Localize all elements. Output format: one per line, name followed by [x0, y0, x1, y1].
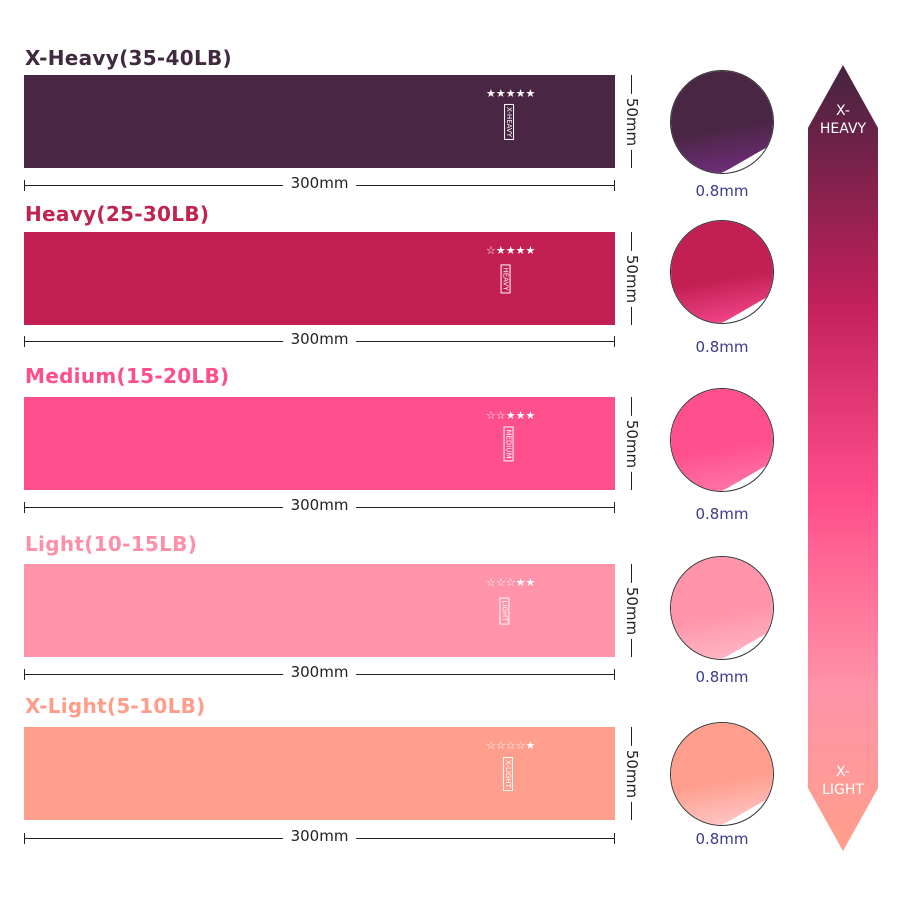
scale-top-label: X- HEAVY [819, 103, 867, 137]
thickness-label: 0.8mm [695, 182, 749, 200]
intensity-scale-arrow [808, 65, 878, 851]
star-rating: ☆☆★★★ [486, 409, 536, 422]
band-closeup [670, 556, 774, 660]
length-dimension: 300mm [24, 174, 615, 192]
width-dimension: 50mm [623, 232, 641, 325]
band-closeup [670, 388, 774, 492]
width-dimension: 50mm [623, 727, 641, 820]
level-label: HEAVY [500, 264, 511, 294]
length-dimension: 300mm [24, 330, 615, 348]
thickness-label: 0.8mm [695, 668, 749, 686]
width-dimension: 50mm [623, 564, 641, 657]
band-closeup [670, 70, 774, 174]
resistance-band: ☆☆☆★★ LIGHT [24, 564, 615, 657]
band-closeup [670, 220, 774, 324]
band-title: Heavy(25-30LB) [25, 202, 210, 226]
scale-bottom-label: X- LIGHT [822, 764, 864, 798]
thickness-label: 0.8mm [695, 338, 749, 356]
level-label: X-HEAVY [504, 103, 515, 141]
resistance-band: ☆☆★★★ MEDIUM [24, 397, 615, 490]
star-rating: ☆★★★★ [486, 244, 536, 257]
width-dimension: 50mm [623, 75, 641, 168]
band-label: ☆★★★★ HEAVY [486, 244, 536, 314]
star-rating: ☆☆☆★★ [486, 576, 536, 589]
thickness-label: 0.8mm [695, 505, 749, 523]
band-title: Medium(15-20LB) [25, 364, 230, 388]
band-closeup [670, 722, 774, 826]
band-title: Light(10-15LB) [25, 532, 198, 556]
width-dimension: 50mm [623, 397, 641, 490]
length-dimension: 300mm [24, 827, 615, 845]
band-label: ☆☆☆☆★ X-LIGHT [486, 739, 536, 809]
star-rating: ☆☆☆☆★ [486, 739, 536, 752]
length-dimension: 300mm [24, 496, 615, 514]
band-title: X-Heavy(35-40LB) [25, 46, 232, 70]
band-label: ★★★★★ X-HEAVY [486, 87, 536, 157]
band-title: X-Light(5-10LB) [25, 694, 206, 718]
level-label: X-LIGHT [502, 757, 513, 791]
level-label: MEDIUM [503, 426, 514, 462]
resistance-band: ☆☆☆☆★ X-LIGHT [24, 727, 615, 820]
thickness-label: 0.8mm [695, 830, 749, 848]
band-label: ☆☆★★★ MEDIUM [486, 409, 536, 479]
length-dimension: 300mm [24, 663, 615, 681]
resistance-band: ★★★★★ X-HEAVY [24, 75, 615, 168]
resistance-band: ☆★★★★ HEAVY [24, 232, 615, 325]
band-label: ☆☆☆★★ LIGHT [486, 576, 536, 646]
level-label: LIGHT [499, 597, 510, 625]
star-rating: ★★★★★ [486, 87, 536, 100]
